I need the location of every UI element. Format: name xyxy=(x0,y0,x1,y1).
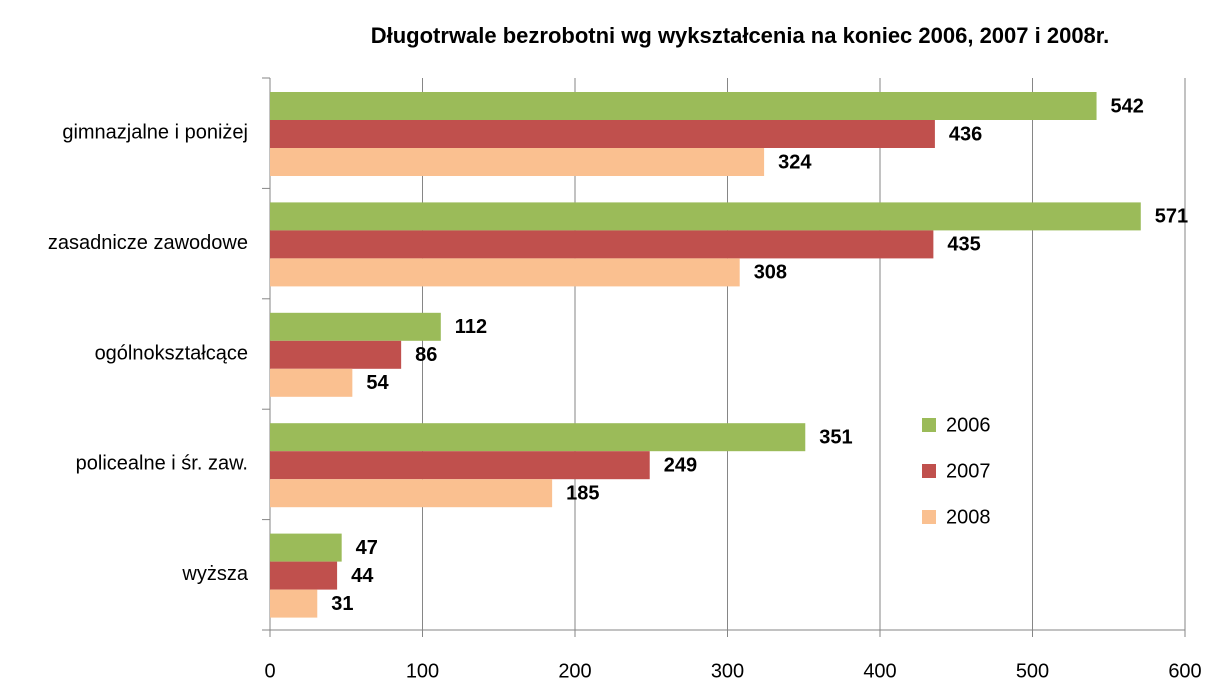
data-label: 324 xyxy=(778,151,812,173)
data-label: 86 xyxy=(415,344,437,366)
x-tick-label: 400 xyxy=(863,660,896,682)
y-tick-label: zasadnicze zawodowe xyxy=(48,232,248,254)
x-tick-label: 500 xyxy=(1016,660,1049,682)
bar xyxy=(270,148,765,176)
data-label: 185 xyxy=(566,482,599,504)
bar xyxy=(270,589,318,618)
bar xyxy=(270,451,650,480)
bar xyxy=(270,202,1141,231)
chart-title: Długotrwale bezrobotni wg wykształcenia … xyxy=(371,23,1110,48)
data-label: 44 xyxy=(351,565,374,587)
data-label: 249 xyxy=(664,454,697,476)
data-label: 308 xyxy=(754,262,787,284)
bar xyxy=(270,423,806,452)
data-label: 571 xyxy=(1155,206,1188,228)
y-tick-label: gimnazjalne i poniżej xyxy=(62,121,248,143)
x-tick-label: 300 xyxy=(711,660,744,682)
data-label: 542 xyxy=(1111,95,1144,117)
bar xyxy=(270,368,353,397)
legend-swatch xyxy=(922,510,936,524)
legend-label: 2008 xyxy=(946,506,991,528)
y-tick-label: policealne i śr. zaw. xyxy=(76,453,248,475)
x-tick-label: 200 xyxy=(558,660,591,682)
data-label: 31 xyxy=(331,593,353,615)
bar xyxy=(270,340,402,369)
bar xyxy=(270,479,553,508)
legend-label: 2007 xyxy=(946,460,991,482)
y-tick-label: wyższa xyxy=(181,563,248,585)
x-tick-label: 100 xyxy=(406,660,439,682)
data-label: 351 xyxy=(819,426,852,448)
data-label: 435 xyxy=(947,234,980,256)
bar xyxy=(270,312,441,341)
y-tick-label: ogólnokształcące xyxy=(95,342,248,364)
bar xyxy=(270,92,1097,120)
bar xyxy=(270,533,342,562)
bar xyxy=(270,258,740,287)
bar xyxy=(270,561,338,590)
data-label: 112 xyxy=(455,316,487,338)
x-tick-label: 0 xyxy=(264,660,275,682)
legend-swatch xyxy=(922,418,936,432)
data-label: 436 xyxy=(949,123,982,145)
legend-label: 2006 xyxy=(946,414,991,436)
x-tick-label: 600 xyxy=(1168,660,1201,682)
data-label: 54 xyxy=(366,372,389,394)
bar xyxy=(270,230,934,259)
bar xyxy=(270,120,935,148)
legend-swatch xyxy=(922,464,936,478)
data-label: 47 xyxy=(356,537,378,559)
